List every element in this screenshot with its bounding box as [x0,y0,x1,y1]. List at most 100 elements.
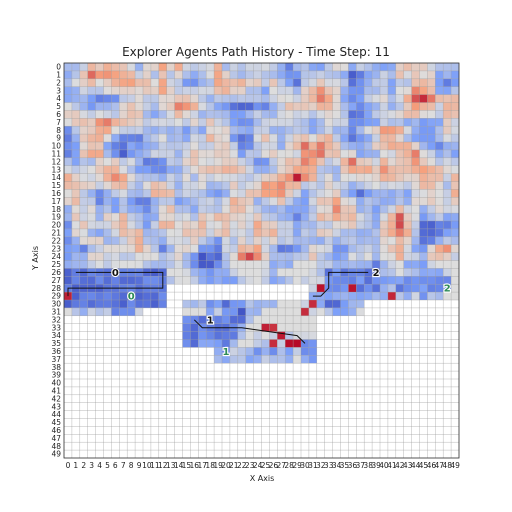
heatmap-cell [103,173,112,182]
heatmap-cell [451,284,459,293]
heatmap-cell [198,118,207,127]
y-tick-label: 8 [56,126,61,135]
heatmap-cell [301,142,309,150]
heatmap-cell [95,134,104,142]
heatmap-cell [214,197,222,206]
y-tick-label: 10 [51,142,61,151]
heatmap-cell [71,292,80,300]
heatmap-cell [411,110,420,119]
heatmap-cell [395,213,404,221]
heatmap-cell [103,63,112,71]
heatmap-cell [269,165,278,174]
heatmap-cell [285,94,294,103]
heatmap-cell [190,181,199,190]
heatmap-cell [372,78,380,87]
heatmap-cell [127,236,136,245]
heatmap-cell [308,221,317,229]
heatmap-cell [190,276,199,285]
heatmap-cell [95,110,104,119]
heatmap-cell [308,339,317,348]
heatmap-cell [190,126,199,135]
heatmap-cell [308,134,317,142]
heatmap-cell [372,63,380,71]
heatmap-cell [427,70,436,79]
heatmap-cell [166,228,175,237]
heatmap-cell [395,126,404,135]
heatmap-cell [443,63,452,71]
heatmap-cell [127,142,136,150]
heatmap-cell [285,78,294,87]
heatmap-cell [245,213,254,221]
heatmap-cell [427,86,436,95]
heatmap-cell [229,63,238,71]
heatmap-cell [64,236,72,245]
heatmap-cell [71,228,80,237]
heatmap-cell [277,102,286,111]
heatmap-cell [71,110,80,119]
heatmap-cell [182,149,191,158]
heatmap-cell [348,86,357,95]
heatmap-cell [64,300,72,308]
heatmap-cell [71,221,80,229]
heatmap-cell [419,110,428,119]
heatmap-cell [214,78,222,87]
heatmap-cell [190,86,199,95]
heatmap-cell [419,173,428,182]
heatmap-cell [324,300,333,308]
heatmap-cell [198,260,207,269]
heatmap-cell [135,63,143,71]
heatmap-cell [182,134,191,142]
heatmap-cell [443,197,452,206]
heatmap-cell [237,260,246,269]
heatmap-cell [87,142,96,150]
heatmap-cell [111,276,120,285]
heatmap-cell [158,78,167,87]
heatmap-cell [166,157,175,166]
heatmap-cell [261,268,270,277]
heatmap-cell [395,86,404,95]
heatmap-cell [277,134,286,142]
heatmap-cell [324,213,333,221]
y-tick-labels: 0123456789101112131415161718192021222324… [51,63,61,459]
x-tick-label: 24 [253,461,263,470]
heatmap-cell [79,213,88,221]
heatmap-cell [340,292,349,300]
heatmap-cell [64,102,72,111]
heatmap-cell [237,181,246,190]
heatmap-cell [174,228,183,237]
heatmap-cell [119,149,128,158]
y-tick-label: 24 [51,252,61,261]
heatmap-cell [332,110,341,119]
heatmap-cell [380,142,388,150]
heatmap-cell [253,228,262,237]
heatmap-cell [340,181,349,190]
heatmap-cell [64,181,72,190]
heatmap-cell [135,157,143,166]
heatmap-cell [127,70,136,79]
heatmap-cell [95,165,104,174]
heatmap-cell [190,323,199,332]
heatmap-cell [174,197,183,206]
heatmap-cell [95,307,104,316]
heatmap-cell [403,205,412,214]
heatmap-cell [261,63,270,71]
heatmap-cell [316,70,325,79]
heatmap-cell [387,236,396,245]
heatmap-cell [150,142,159,150]
heatmap-cell [206,221,215,229]
heatmap-cell [261,300,270,308]
heatmap-cell [253,110,262,119]
heatmap-cell [387,78,396,87]
heatmap-cell [135,102,143,111]
heatmap-cell [285,300,294,308]
heatmap-cell [308,126,317,135]
y-tick-label: 38 [51,363,61,372]
heatmap-cell [182,94,191,103]
heatmap-cell [261,126,270,135]
heatmap-cell [443,134,452,142]
heatmap-cell [372,94,380,103]
heatmap-cell [316,142,325,150]
heatmap-cell [395,63,404,71]
heatmap-cell [245,126,254,135]
heatmap-cell [150,205,159,214]
